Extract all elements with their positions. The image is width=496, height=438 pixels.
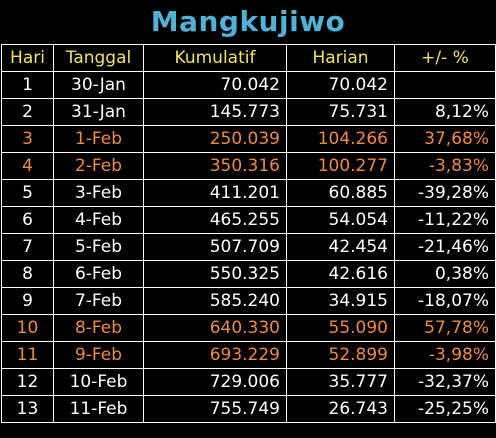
table-row: 5 3-Feb 411.201 60.885 -39,28% — [1, 179, 496, 207]
cell-pct: 57,78% — [394, 314, 496, 342]
cell-kumulatif: 411.201 — [143, 179, 287, 207]
cell-kumulatif: 465.255 — [143, 206, 287, 234]
box-office-table: Hari Tanggal Kumulatif Harian +/- % 1 30-… — [1, 44, 496, 423]
cell-tanggal: 2-Feb — [53, 152, 144, 180]
cell-pct: -11,22% — [394, 206, 496, 234]
cell-tanggal: 3-Feb — [53, 179, 144, 207]
cell-kumulatif: 550.325 — [143, 260, 287, 288]
cell-kumulatif: 145.773 — [143, 98, 287, 126]
cell-tanggal: 9-Feb — [53, 341, 144, 369]
cell-kumulatif: 350.316 — [143, 152, 287, 180]
cell-kumulatif: 250.039 — [143, 125, 287, 153]
cell-harian: 55.090 — [286, 314, 395, 342]
table-title: Mangkujiwo — [150, 5, 346, 38]
header-tanggal: Tanggal — [53, 44, 144, 72]
cell-tanggal: 6-Feb — [53, 260, 144, 288]
cell-harian: 35.777 — [286, 368, 395, 396]
cell-kumulatif: 70.042 — [143, 71, 287, 99]
table-row: 7 5-Feb 507.709 42.454 -21,46% — [1, 233, 496, 261]
cell-harian: 70.042 — [286, 71, 395, 99]
cell-tanggal: 10-Feb — [53, 368, 144, 396]
cell-pct: 8,12% — [394, 98, 496, 126]
cell-harian: 104.266 — [286, 125, 395, 153]
table-row: 3 1-Feb 250.039 104.266 37,68% — [1, 125, 496, 153]
cell-tanggal: 4-Feb — [53, 206, 144, 234]
cell-harian: 42.616 — [286, 260, 395, 288]
cell-pct: -21,46% — [394, 233, 496, 261]
table-row: 11 9-Feb 693.229 52.899 -3,98% — [1, 341, 496, 369]
table-row: 2 31-Jan 145.773 75.731 8,12% — [1, 98, 496, 126]
cell-hari: 5 — [1, 179, 54, 207]
cell-harian: 52.899 — [286, 341, 395, 369]
cell-harian: 75.731 — [286, 98, 395, 126]
table-row: 10 8-Feb 640.330 55.090 57,78% — [1, 314, 496, 342]
table-row: 6 4-Feb 465.255 54.054 -11,22% — [1, 206, 496, 234]
cell-kumulatif: 693.229 — [143, 341, 287, 369]
cell-harian: 34.915 — [286, 287, 395, 315]
cell-pct — [394, 71, 496, 99]
table-row: 8 6-Feb 550.325 42.616 0,38% — [1, 260, 496, 288]
cell-hari: 9 — [1, 287, 54, 315]
cell-hari: 10 — [1, 314, 54, 342]
cell-hari: 3 — [1, 125, 54, 153]
header-row: Hari Tanggal Kumulatif Harian +/- % — [1, 44, 496, 72]
cell-harian: 100.277 — [286, 152, 395, 180]
cell-pct: -3,98% — [394, 341, 496, 369]
cell-hari: 12 — [1, 368, 54, 396]
cell-kumulatif: 507.709 — [143, 233, 287, 261]
cell-tanggal: 7-Feb — [53, 287, 144, 315]
cell-kumulatif: 585.240 — [143, 287, 287, 315]
table-body: 1 30-Jan 70.042 70.042 2 31-Jan 145.773 75.731 8… — [1, 71, 496, 423]
cell-pct: -39,28% — [394, 179, 496, 207]
cell-hari: 1 — [1, 71, 54, 99]
table-row: 13 11-Feb 755.749 26.743 -25,25% — [1, 395, 496, 423]
cell-tanggal: 5-Feb — [53, 233, 144, 261]
cell-harian: 26.743 — [286, 395, 395, 423]
cell-hari: 13 — [1, 395, 54, 423]
cell-kumulatif: 729.006 — [143, 368, 287, 396]
header-kumulatif: Kumulatif — [143, 44, 287, 72]
header-hari: Hari — [1, 44, 54, 72]
cell-pct: 37,68% — [394, 125, 496, 153]
cell-pct: -32,37% — [394, 368, 496, 396]
cell-kumulatif: 640.330 — [143, 314, 287, 342]
cell-hari: 8 — [1, 260, 54, 288]
cell-tanggal: 8-Feb — [53, 314, 144, 342]
table-row: 4 2-Feb 350.316 100.277 -3,83% — [1, 152, 496, 180]
table-row: 1 30-Jan 70.042 70.042 — [1, 71, 496, 99]
cell-pct: -3,83% — [394, 152, 496, 180]
cell-hari: 2 — [1, 98, 54, 126]
table-row: 9 7-Feb 585.240 34.915 -18,07% — [1, 287, 496, 315]
cell-pct: -18,07% — [394, 287, 496, 315]
cell-pct: 0,38% — [394, 260, 496, 288]
header-pct: +/- % — [394, 44, 496, 72]
cell-hari: 4 — [1, 152, 54, 180]
cell-tanggal: 31-Jan — [53, 98, 144, 126]
cell-hari: 7 — [1, 233, 54, 261]
cell-harian: 42.454 — [286, 233, 395, 261]
cell-hari: 11 — [1, 341, 54, 369]
cell-tanggal: 1-Feb — [53, 125, 144, 153]
cell-tanggal: 11-Feb — [53, 395, 144, 423]
cell-kumulatif: 755.749 — [143, 395, 287, 423]
cell-hari: 6 — [1, 206, 54, 234]
table-row: 12 10-Feb 729.006 35.777 -32,37% — [1, 368, 496, 396]
cell-harian: 54.054 — [286, 206, 395, 234]
header-harian: Harian — [286, 44, 395, 72]
cell-harian: 60.885 — [286, 179, 395, 207]
cell-pct: -25,25% — [394, 395, 496, 423]
cell-tanggal: 30-Jan — [53, 71, 144, 99]
